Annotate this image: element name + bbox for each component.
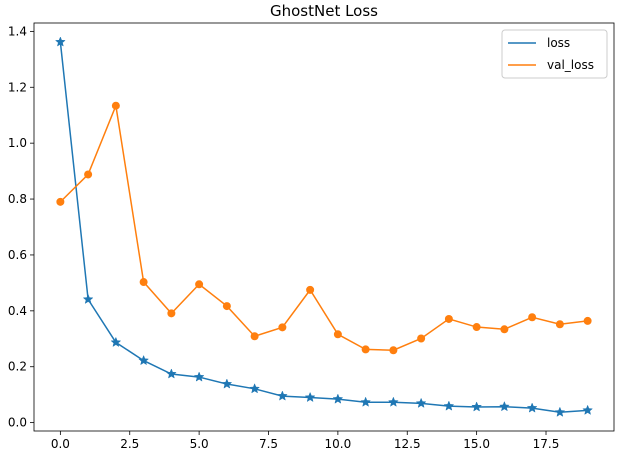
data-point <box>332 393 344 404</box>
data-point <box>82 293 94 304</box>
y-tick-label: 0.4 <box>8 304 27 318</box>
data-point <box>528 313 537 322</box>
data-point <box>111 101 120 110</box>
x-tick-label: 17.5 <box>533 437 560 450</box>
data-point <box>444 314 453 323</box>
data-point <box>84 170 93 179</box>
data-point <box>471 401 483 412</box>
legend-entry: loss <box>508 36 570 50</box>
data-point <box>361 345 370 354</box>
chart-title: GhostNet Loss <box>270 2 378 20</box>
y-tick-label: 0.2 <box>8 360 27 374</box>
x-tick-label: 15.0 <box>463 437 490 450</box>
series-val-loss <box>56 101 592 355</box>
data-point <box>193 371 205 382</box>
data-point <box>139 278 148 287</box>
legend: loss val_loss <box>501 29 608 79</box>
data-point <box>195 280 204 289</box>
y-tick-label: 0.0 <box>8 416 27 430</box>
y-tick-label: 0.6 <box>8 248 27 262</box>
x-tick-label: 12.5 <box>394 437 421 450</box>
data-point <box>56 197 65 206</box>
data-point <box>249 383 261 394</box>
data-point <box>304 391 316 403</box>
y-tick-label: 1.0 <box>8 136 27 150</box>
data-point <box>360 396 372 407</box>
data-point <box>582 404 594 415</box>
data-point <box>138 354 150 366</box>
x-tick-label: 0.0 <box>51 437 70 450</box>
data-point <box>222 302 231 311</box>
data-point <box>555 320 564 329</box>
data-point <box>554 406 566 417</box>
data-point <box>250 332 259 341</box>
data-point <box>500 325 509 334</box>
data-point <box>167 309 176 318</box>
data-point <box>387 396 399 407</box>
data-point <box>54 36 66 47</box>
plot-area <box>34 23 614 431</box>
data-point <box>498 401 510 412</box>
data-point <box>526 402 538 413</box>
x-tick-label: 10.0 <box>325 437 352 450</box>
series-loss <box>54 36 594 417</box>
data-point <box>443 400 455 411</box>
series-layer <box>54 36 594 417</box>
data-point <box>165 368 177 379</box>
series-line <box>59 41 588 414</box>
data-point <box>333 330 342 339</box>
data-point <box>472 323 481 332</box>
data-point <box>221 378 233 389</box>
data-point <box>415 397 427 408</box>
data-point <box>278 323 287 332</box>
data-point <box>276 390 288 401</box>
x-tick-label: 5.0 <box>190 437 209 450</box>
x-tick-label: 7.5 <box>259 437 278 450</box>
y-tick-label: 1.4 <box>8 24 27 38</box>
data-point <box>389 346 398 355</box>
x-tick-label: 2.5 <box>120 437 139 450</box>
legend-box <box>501 29 608 79</box>
data-point <box>417 334 426 343</box>
data-point <box>306 285 315 294</box>
legend-label: loss <box>547 36 570 50</box>
legend-entry: val_loss <box>508 58 594 72</box>
data-point <box>583 316 592 325</box>
series-line <box>59 102 588 351</box>
plot-frame <box>33 22 615 432</box>
data-point <box>110 336 122 348</box>
legend-label: val_loss <box>547 58 594 72</box>
y-tick-label: 0.8 <box>8 192 27 206</box>
axes-layer: 0.0 2.5 5.0 7.5 10.0 12.5 15.0 17.5 0.0 0.2 0.4 0.6… <box>8 24 559 450</box>
y-tick-label: 1.2 <box>8 80 27 94</box>
